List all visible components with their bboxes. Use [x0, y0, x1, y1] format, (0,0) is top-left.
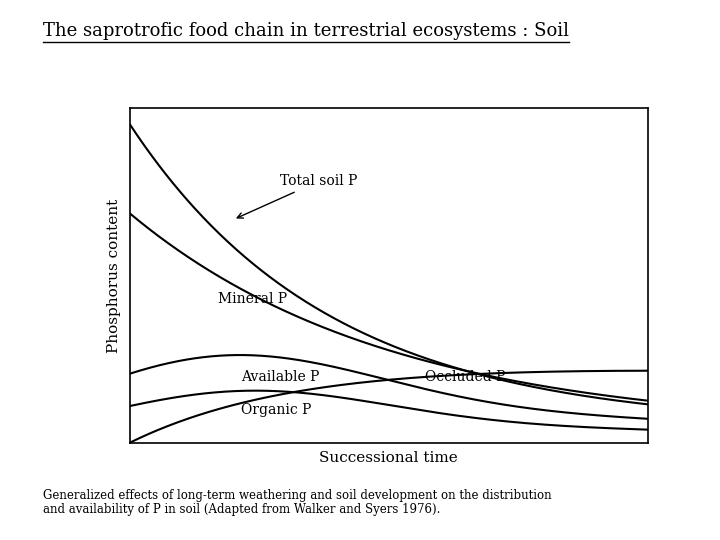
Text: Organic P: Organic P: [241, 403, 312, 417]
Text: Total soil P: Total soil P: [237, 174, 357, 218]
Text: Generalized effects of long-term weathering and soil development on the distribu: Generalized effects of long-term weather…: [43, 489, 552, 502]
Text: Available P: Available P: [241, 369, 320, 383]
Y-axis label: Phosphorus content: Phosphorus content: [107, 198, 121, 353]
X-axis label: Successional time: Successional time: [320, 451, 458, 465]
Text: The saprotrofic food chain in terrestrial ecosystems : Soil: The saprotrofic food chain in terrestria…: [43, 22, 570, 39]
Text: Occluded P: Occluded P: [425, 369, 505, 383]
Text: and availability of P in soil (Adapted from Walker and Syers 1976).: and availability of P in soil (Adapted f…: [43, 503, 441, 516]
Text: Mineral P: Mineral P: [217, 292, 287, 306]
